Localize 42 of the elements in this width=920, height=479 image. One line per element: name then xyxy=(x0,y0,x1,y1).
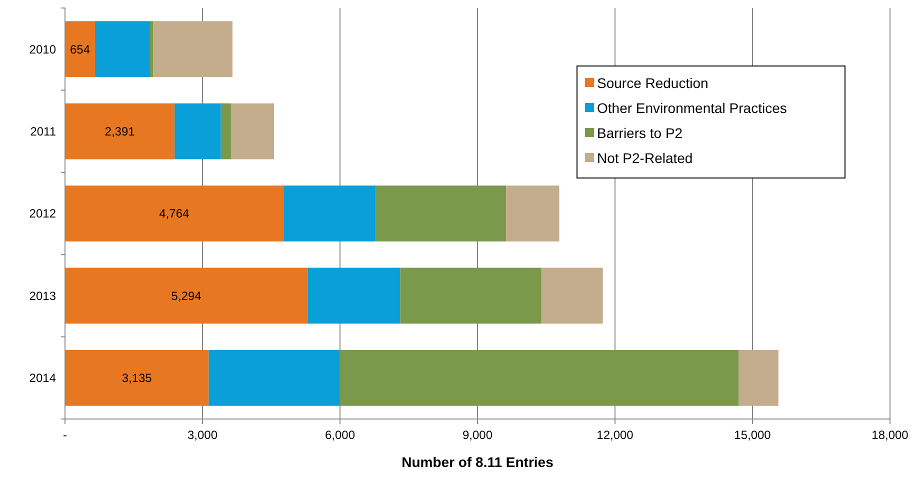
legend-label: Source Reduction xyxy=(597,74,708,91)
data-label: 2,391 xyxy=(104,124,136,138)
x-tick-label: 3,000 xyxy=(187,428,218,442)
y-tick-label: 2011 xyxy=(30,124,56,138)
y-tick-label: 2012 xyxy=(29,206,56,221)
bar xyxy=(208,350,340,406)
bar xyxy=(541,268,603,324)
x-tick-label: 9,000 xyxy=(462,428,493,442)
legend-label: Not P2-Related xyxy=(597,150,693,166)
bar xyxy=(308,268,400,324)
y-tick-label: 2014 xyxy=(29,371,56,386)
bar xyxy=(506,186,560,242)
bar xyxy=(283,186,376,242)
x-axis-title: Number of 8.11 Entries xyxy=(402,454,554,470)
y-tick-label: 2010 xyxy=(29,42,56,56)
bar xyxy=(65,103,175,160)
legend-label: Barriers to P2 xyxy=(597,124,683,141)
bar xyxy=(65,268,308,324)
bar xyxy=(738,350,778,406)
bar xyxy=(400,268,542,324)
x-tick-label: 6,000 xyxy=(324,428,356,442)
bar xyxy=(65,186,284,242)
legend-label: Other Environmental Practices xyxy=(597,100,787,116)
x-tick-label: 18,000 xyxy=(872,428,909,442)
x-tick-label: 15,000 xyxy=(734,428,772,442)
bar xyxy=(220,103,231,160)
bar xyxy=(65,21,95,78)
x-tick-label: 12,000 xyxy=(596,428,634,442)
data-label: 5,294 xyxy=(171,288,202,303)
bar xyxy=(174,103,221,160)
bar xyxy=(230,103,274,160)
bar xyxy=(153,21,232,78)
bar xyxy=(340,350,739,406)
bar xyxy=(375,186,506,242)
data-label: 4,764 xyxy=(159,206,190,221)
bar xyxy=(65,350,209,406)
bar xyxy=(94,21,150,78)
bar xyxy=(150,21,154,78)
x-tick-label: - xyxy=(63,428,67,442)
data-label: 654 xyxy=(70,42,90,56)
data-label: 3,135 xyxy=(122,371,152,386)
y-tick-label: 2013 xyxy=(29,288,56,303)
